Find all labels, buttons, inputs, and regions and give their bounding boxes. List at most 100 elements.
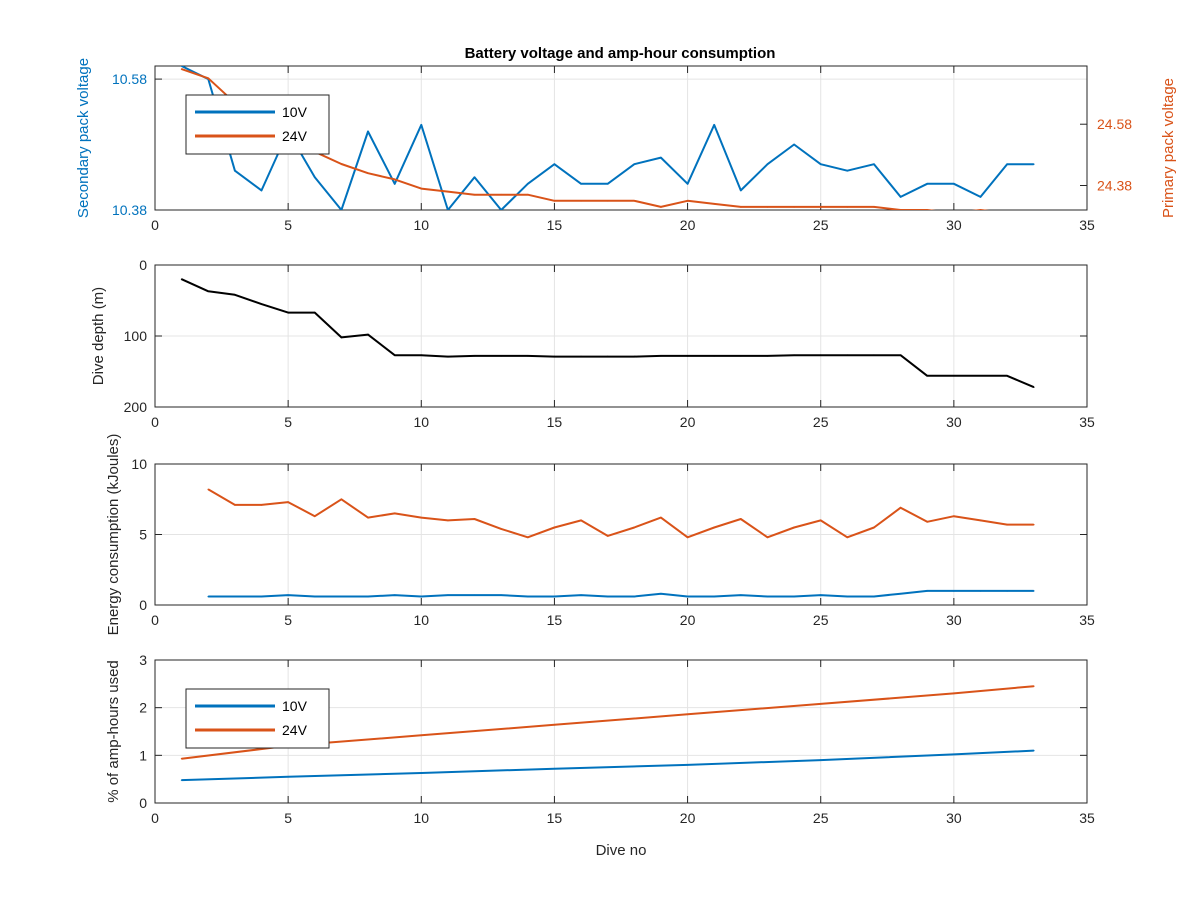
data-point	[207, 488, 210, 491]
data-point	[660, 156, 662, 159]
data-point	[420, 354, 423, 356]
x-tick-label: 0	[151, 810, 159, 826]
data-point	[527, 536, 529, 539]
y-tick-label: 2	[139, 700, 147, 716]
data-point	[660, 206, 662, 208]
data-point	[766, 595, 769, 598]
chart-depth: 0 5 10 15 20 25 30 35 0 100 200 Dive depth (m)	[90, 257, 1095, 430]
data-point	[819, 519, 822, 522]
data-point	[500, 209, 502, 210]
series-line-1	[207, 488, 1034, 539]
data-point	[793, 206, 795, 208]
data-point	[580, 355, 582, 358]
data-point	[553, 724, 556, 726]
data-point	[846, 206, 849, 208]
y-axis-label: Secondary pack voltage	[75, 58, 92, 218]
x-tick-label: 10	[413, 414, 429, 430]
data-point	[766, 355, 769, 357]
x-tick-label: 15	[547, 612, 563, 628]
legend-label: 10V	[282, 698, 308, 714]
data-point	[234, 294, 236, 296]
data-point	[1032, 749, 1035, 752]
data-point	[1006, 523, 1008, 526]
x-tick-label: 30	[946, 612, 962, 628]
legend-label: 24V	[282, 128, 308, 144]
data-point	[899, 592, 902, 595]
data-point	[819, 759, 822, 761]
data-point	[1032, 163, 1035, 165]
data-point	[447, 355, 449, 358]
data-point	[846, 354, 849, 356]
y-tick-label: 1	[139, 747, 147, 763]
data-point	[953, 753, 955, 756]
data-point	[180, 66, 183, 67]
data-point	[553, 595, 556, 598]
data-point	[686, 200, 689, 202]
data-point	[1032, 523, 1035, 526]
x-tick-label: 0	[151, 414, 159, 430]
data-point	[606, 183, 609, 185]
data-point	[926, 521, 929, 523]
data-point	[420, 734, 423, 737]
x-tick-label: 5	[284, 612, 292, 628]
data-point	[766, 206, 769, 208]
data-point	[207, 77, 210, 80]
data-point	[899, 209, 902, 210]
data-point	[846, 595, 849, 598]
data-point	[740, 206, 742, 208]
data-point	[713, 124, 715, 126]
data-point	[287, 501, 289, 503]
data-point	[793, 143, 795, 146]
y-right-tick-label: 24.38	[1097, 177, 1132, 193]
data-point	[260, 303, 263, 305]
data-point	[899, 354, 902, 356]
data-point	[180, 757, 183, 760]
x-tick-label: 10	[413, 612, 429, 628]
data-point	[633, 355, 636, 358]
data-point	[740, 355, 742, 357]
data-point	[527, 183, 529, 185]
data-point	[553, 355, 556, 358]
data-point	[313, 515, 316, 517]
data-point	[420, 772, 423, 774]
x-tick-label: 20	[680, 414, 696, 430]
x-tick-label: 35	[1079, 217, 1095, 233]
data-point	[500, 193, 502, 196]
chart-amphours: 0 5 10 15 20 25 30 35 0 1 2 3 % of amp-hours used Div…	[105, 652, 1095, 859]
data-point	[873, 526, 875, 529]
y-axis-label: Energy consumption (kJoules)	[105, 434, 122, 636]
data-point	[287, 775, 289, 778]
data-point	[500, 355, 502, 357]
data-point	[420, 187, 423, 190]
legend-label: 24V	[282, 722, 308, 738]
data-point	[979, 209, 982, 210]
data-point	[713, 595, 715, 598]
y-tick-label: 0	[139, 795, 147, 811]
x-tick-label: 25	[813, 217, 829, 233]
axes-box	[154, 659, 1088, 804]
data-point	[1032, 685, 1035, 688]
data-point	[979, 519, 982, 522]
data-point	[580, 200, 582, 202]
legend-label: 10V	[282, 104, 308, 120]
data-point	[500, 594, 502, 596]
data-point	[527, 193, 529, 196]
data-point	[553, 200, 556, 202]
y-tick-label: 5	[139, 527, 147, 543]
data-point	[234, 595, 236, 598]
data-point	[260, 189, 263, 192]
y-tick-label: 0	[139, 257, 147, 273]
legend-box	[185, 688, 330, 749]
data-point	[740, 518, 742, 520]
x-tick-label: 30	[946, 217, 962, 233]
data-point	[287, 594, 289, 596]
data-point	[766, 163, 769, 165]
data-point	[819, 163, 822, 165]
data-point	[553, 526, 556, 529]
data-point	[553, 163, 556, 165]
data-point	[393, 178, 396, 181]
data-point	[819, 703, 822, 705]
legend: 10V 24V	[185, 94, 330, 155]
data-point	[473, 594, 476, 596]
